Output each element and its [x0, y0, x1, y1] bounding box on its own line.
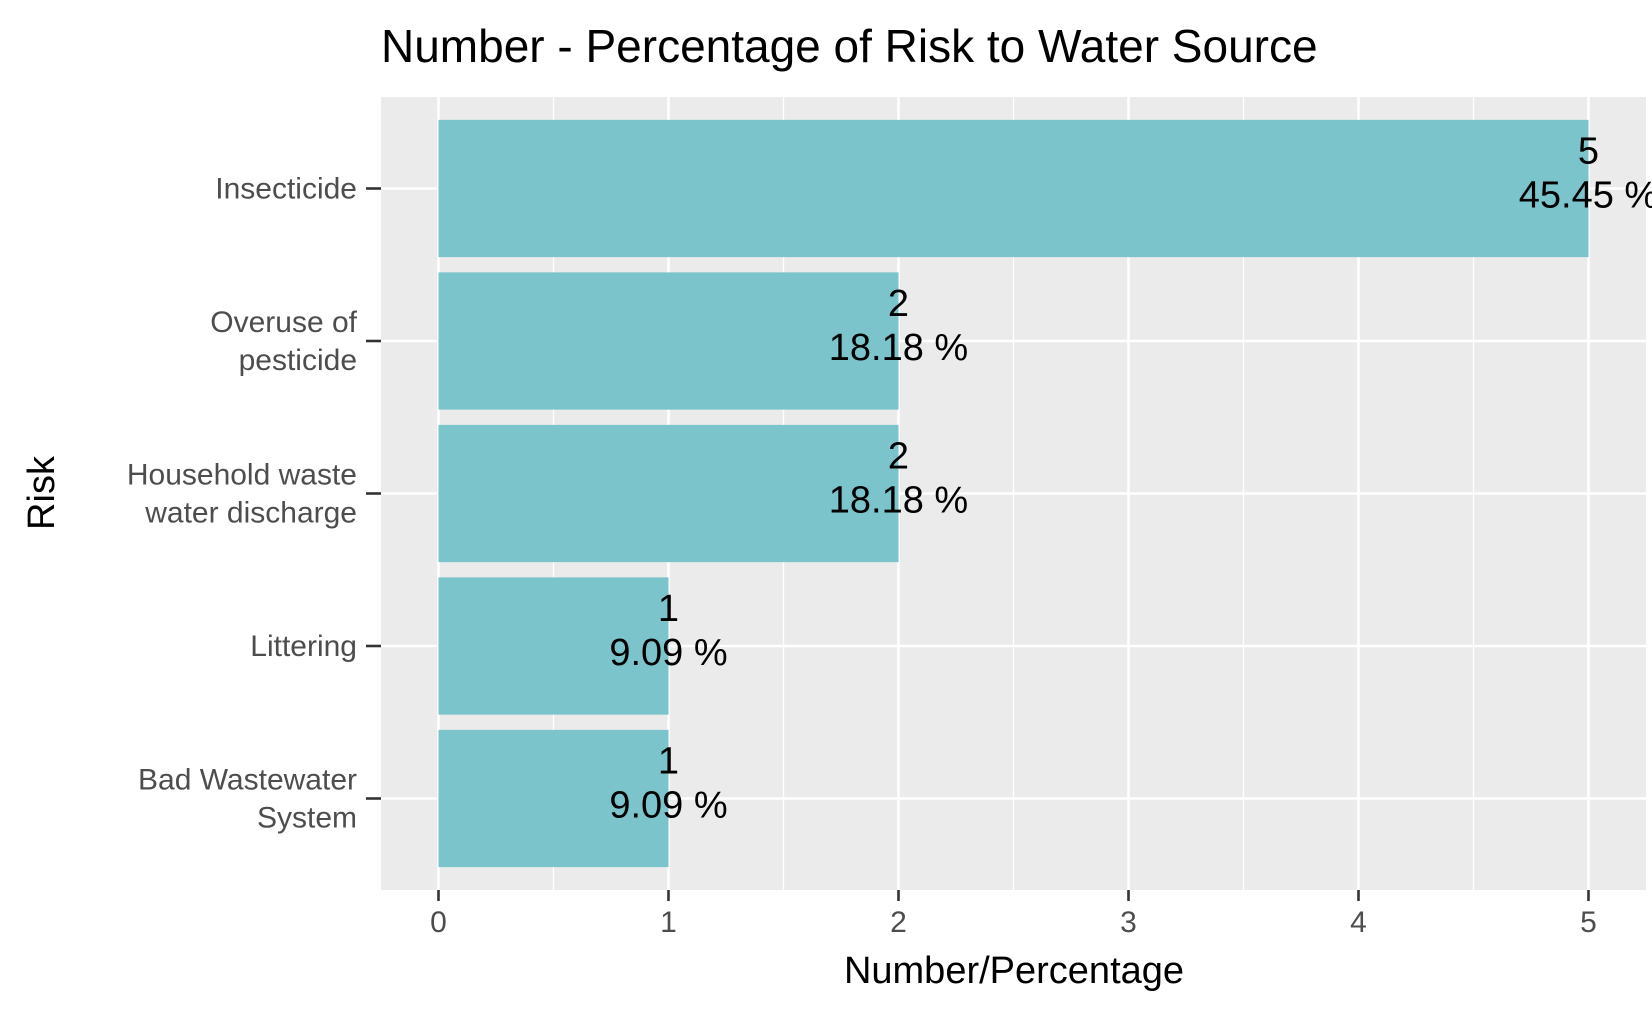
y-tick-label: Overuse of pesticide [210, 306, 357, 377]
bar [438, 577, 669, 715]
bar [438, 729, 669, 868]
bar [438, 272, 899, 410]
data-label: 2 18.18 % [829, 283, 968, 369]
x-tick-label: 1 [660, 906, 677, 939]
x-tick-label: 4 [1350, 906, 1367, 939]
data-label: 1 9.09 % [609, 741, 727, 827]
y-axis: Insecticide Overuse of pesticide Household … [127, 173, 381, 835]
bar [438, 119, 1589, 258]
bar [438, 424, 899, 563]
data-label: 2 18.18 % [829, 436, 968, 522]
chart-title: Number - Percentage of Risk to Water Sou… [381, 20, 1318, 72]
y-tick-label: Littering [250, 630, 357, 663]
y-axis-title: Risk [21, 455, 63, 530]
bars [438, 119, 1589, 868]
x-axis: 0 1 2 3 4 5 [430, 890, 1597, 939]
y-tick-label: Insecticide [215, 173, 357, 206]
data-label: 1 9.09 % [609, 588, 727, 674]
x-tick-label: 3 [1120, 906, 1137, 939]
data-label: 5 45.45 % [1519, 131, 1652, 217]
x-axis-title: Number/Percentage [844, 950, 1184, 992]
data-labels: 5 45.45 % 2 18.18 % 2 18.18 % 1 9.09 % 1 9.09 % [609, 131, 1652, 827]
x-tick-label: 5 [1580, 906, 1597, 939]
x-tick-label: 2 [890, 906, 907, 939]
y-tick-label: Bad Wastewater System [138, 764, 357, 835]
y-tick-label: Household waste water discharge [127, 459, 357, 530]
x-tick-label: 0 [430, 906, 447, 939]
